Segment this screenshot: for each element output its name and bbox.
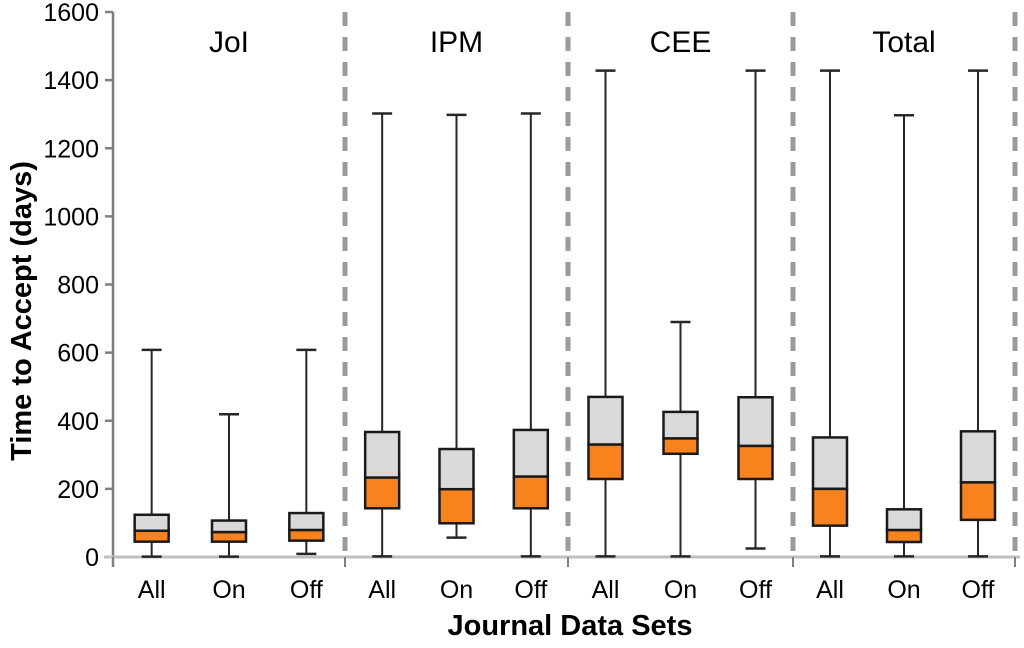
category-label: On (440, 576, 473, 604)
box-upper-quartile (737, 395, 774, 448)
box-upper-quartile (438, 447, 475, 491)
category-label: All (368, 576, 396, 604)
box-lower-quartile (210, 530, 248, 543)
y-tick-label: 1600 (43, 0, 99, 27)
y-tick-label: 1400 (43, 67, 99, 95)
box-upper-quartile (210, 519, 248, 534)
group-label: IPM (430, 26, 483, 59)
y-tick-label: 800 (57, 272, 99, 300)
x-axis-title: Journal Data Sets (447, 610, 693, 642)
category-label: On (664, 576, 697, 604)
box-lower-quartile (133, 529, 170, 543)
box-lower-quartile (811, 487, 849, 527)
category-label: All (592, 576, 620, 604)
category-label: All (138, 576, 166, 604)
box-upper-quartile (288, 511, 325, 532)
box-lower-quartile (959, 481, 997, 522)
box-upper-quartile (662, 410, 699, 440)
box-upper-quartile (587, 395, 624, 446)
box-upper-quartile (811, 436, 849, 491)
box-upper-quartile (133, 513, 170, 533)
category-label: On (212, 576, 245, 604)
box-lower-quartile (363, 476, 401, 510)
y-tick-label: 600 (57, 340, 99, 368)
category-label: Off (739, 576, 772, 604)
category-label: Off (514, 576, 547, 604)
box-lower-quartile (885, 528, 923, 544)
box-lower-quartile (662, 437, 699, 456)
box-lower-quartile (288, 528, 325, 542)
box-lower-quartile (438, 487, 475, 525)
y-axis-title: Time to Accept (days) (6, 161, 38, 461)
category-label: On (887, 576, 920, 604)
box-upper-quartile (885, 508, 923, 532)
group-label: CEE (650, 26, 712, 59)
group-label: Total (872, 26, 935, 59)
box-lower-quartile (737, 444, 774, 481)
box-upper-quartile (512, 428, 550, 478)
y-tick-label: 1000 (43, 203, 99, 231)
category-label: Off (290, 576, 323, 604)
y-tick-label: 200 (57, 476, 99, 504)
box-upper-quartile (363, 430, 401, 479)
box-upper-quartile (959, 430, 997, 484)
category-label: All (816, 576, 844, 604)
group-label: JoI (209, 26, 249, 59)
y-tick-label: 400 (57, 408, 99, 436)
category-label: Off (962, 576, 995, 604)
y-tick-label: 1200 (43, 135, 99, 163)
box-lower-quartile (587, 443, 624, 481)
box-lower-quartile (512, 475, 550, 510)
y-tick-label: 0 (85, 544, 99, 572)
